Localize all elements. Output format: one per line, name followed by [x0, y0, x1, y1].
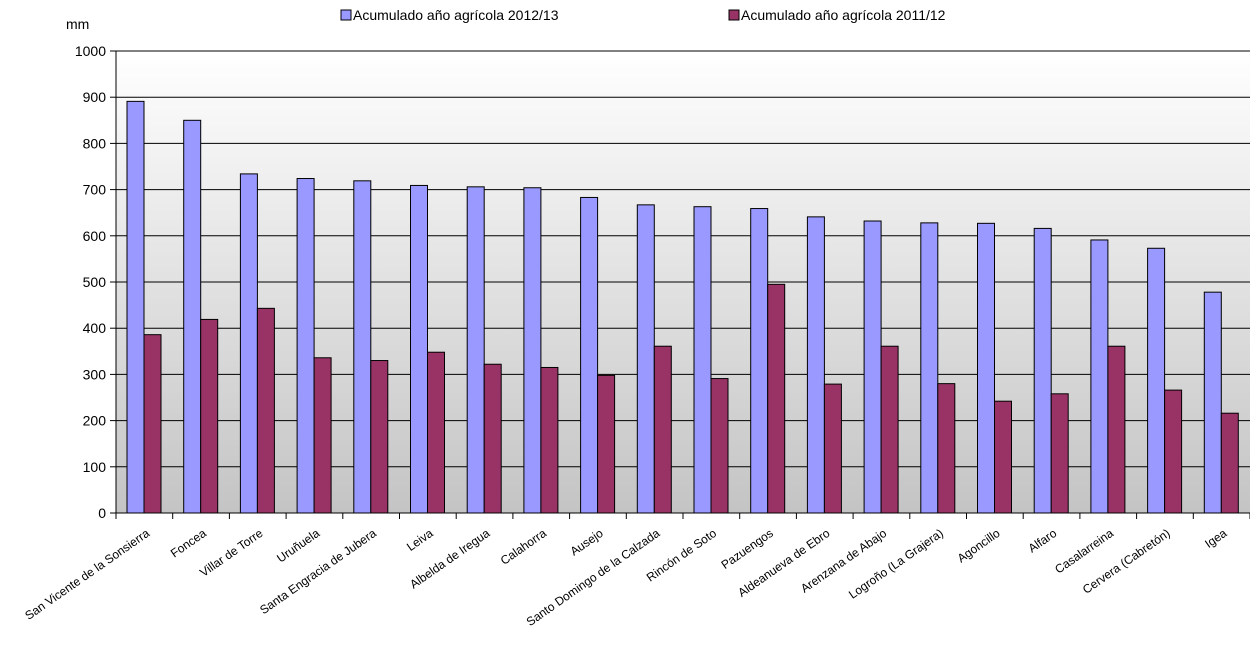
bar-series-2011-12-17 — [1107, 345, 1126, 514]
legend: Acumulado año agrícola 2012/13 Acumulado … — [340, 7, 946, 23]
bars — [126, 100, 1239, 514]
legend-swatch — [728, 9, 740, 21]
bar-series-2011-12-12 — [823, 383, 842, 514]
y-tick-label: 800 — [83, 135, 107, 151]
x-tick-label: Foncea — [168, 526, 209, 561]
y-tick-label: 900 — [83, 89, 107, 105]
x-tick-label: Uruñuela — [274, 526, 322, 566]
bar-series-2012-13-17 — [1090, 239, 1109, 514]
bar-series-2011-12-18 — [1164, 389, 1183, 514]
y-tick-label: 400 — [83, 320, 107, 336]
y-tick-label: 200 — [83, 413, 107, 429]
bar-series-2012-13-4 — [353, 180, 372, 514]
x-tick-label: Aldeanueva de Ebro — [735, 526, 832, 600]
x-tick-label: Leiva — [404, 526, 436, 554]
legend-label: Acumulado año agrícola 2011/12 — [741, 7, 946, 23]
bar-series-2011-12-1 — [200, 318, 219, 514]
bar-series-2011-12-10 — [710, 378, 729, 514]
y-tick-label: 500 — [83, 274, 107, 290]
y-tick-labels: 0 100 200 300 400 500 600 700 800 900 1000 — [75, 43, 106, 521]
x-tick-label: Igea — [1202, 526, 1229, 551]
bar-series-2012-13-7 — [523, 187, 542, 514]
legend-label: Acumulado año agrícola 2012/13 — [353, 7, 559, 23]
bar-series-2011-12-5 — [427, 351, 445, 514]
bar-series-2012-13-13 — [863, 220, 882, 514]
bar-series-2012-13-11 — [750, 208, 769, 514]
bar-series-2011-12-7 — [540, 366, 559, 514]
bar-series-2011-12-2 — [256, 307, 275, 514]
y-tick-label: 700 — [83, 182, 107, 198]
bar-series-2011-12-14 — [937, 383, 956, 514]
bar-series-2011-12-0 — [143, 334, 162, 514]
legend-swatch — [340, 9, 352, 21]
x-tick-label: San Vicente de la Sonsierra — [22, 526, 152, 623]
x-tick-label: Logroño (La Grajera) — [846, 526, 946, 602]
y-tick-label: 0 — [98, 505, 106, 521]
bar-series-2012-13-8 — [580, 196, 599, 514]
x-tick-label: Ausejo — [568, 526, 606, 559]
bar-series-2011-12-8 — [597, 374, 616, 514]
bar-series-2012-13-0 — [126, 100, 145, 514]
bar-series-2012-13-19 — [1203, 291, 1222, 514]
y-tick-label: 600 — [83, 228, 107, 244]
y-axis-unit-label: mm — [66, 16, 89, 32]
bar-series-2012-13-2 — [239, 173, 258, 514]
bar-series-2012-13-12 — [806, 216, 825, 514]
bar-series-2011-12-4 — [370, 360, 389, 514]
bar-series-2012-13-14 — [920, 222, 939, 514]
bar-series-2012-13-9 — [636, 204, 655, 514]
x-tick-label: Agoncillo — [955, 526, 1003, 566]
x-tick-label: Villar de Torre — [197, 526, 266, 580]
x-tick-label: Calahorra — [498, 526, 549, 568]
x-tick-labels: San Vicente de la Sonsierra FonceaVillar … — [22, 526, 1229, 629]
bar-series-2012-13-1 — [183, 119, 202, 514]
bar-series-2012-13-15 — [977, 222, 995, 514]
bar-series-2011-12-3 — [313, 357, 332, 514]
bar-series-2012-13-5 — [410, 184, 428, 514]
bar-series-2012-13-18 — [1147, 247, 1166, 514]
bar-series-2012-13-3 — [296, 178, 315, 514]
axes — [110, 50, 1250, 519]
bar-series-2011-12-6 — [483, 363, 502, 514]
bar-series-2011-12-9 — [653, 345, 672, 514]
bar-series-2011-12-15 — [994, 400, 1012, 514]
bar-series-2011-12-16 — [1050, 393, 1069, 514]
y-tick-label: 300 — [83, 366, 107, 382]
bar-series-2012-13-10 — [693, 206, 712, 514]
bar-series-2011-12-11 — [767, 283, 786, 514]
bar-series-2011-12-13 — [880, 345, 899, 514]
x-tick-label: Alfaro — [1026, 526, 1060, 556]
bar-series-2012-13-16 — [1033, 227, 1052, 514]
y-tick-label: 100 — [83, 459, 107, 475]
bar-series-2011-12-19 — [1220, 412, 1239, 514]
bar-series-2012-13-6 — [466, 186, 485, 514]
y-tick-label: 1000 — [75, 43, 106, 59]
